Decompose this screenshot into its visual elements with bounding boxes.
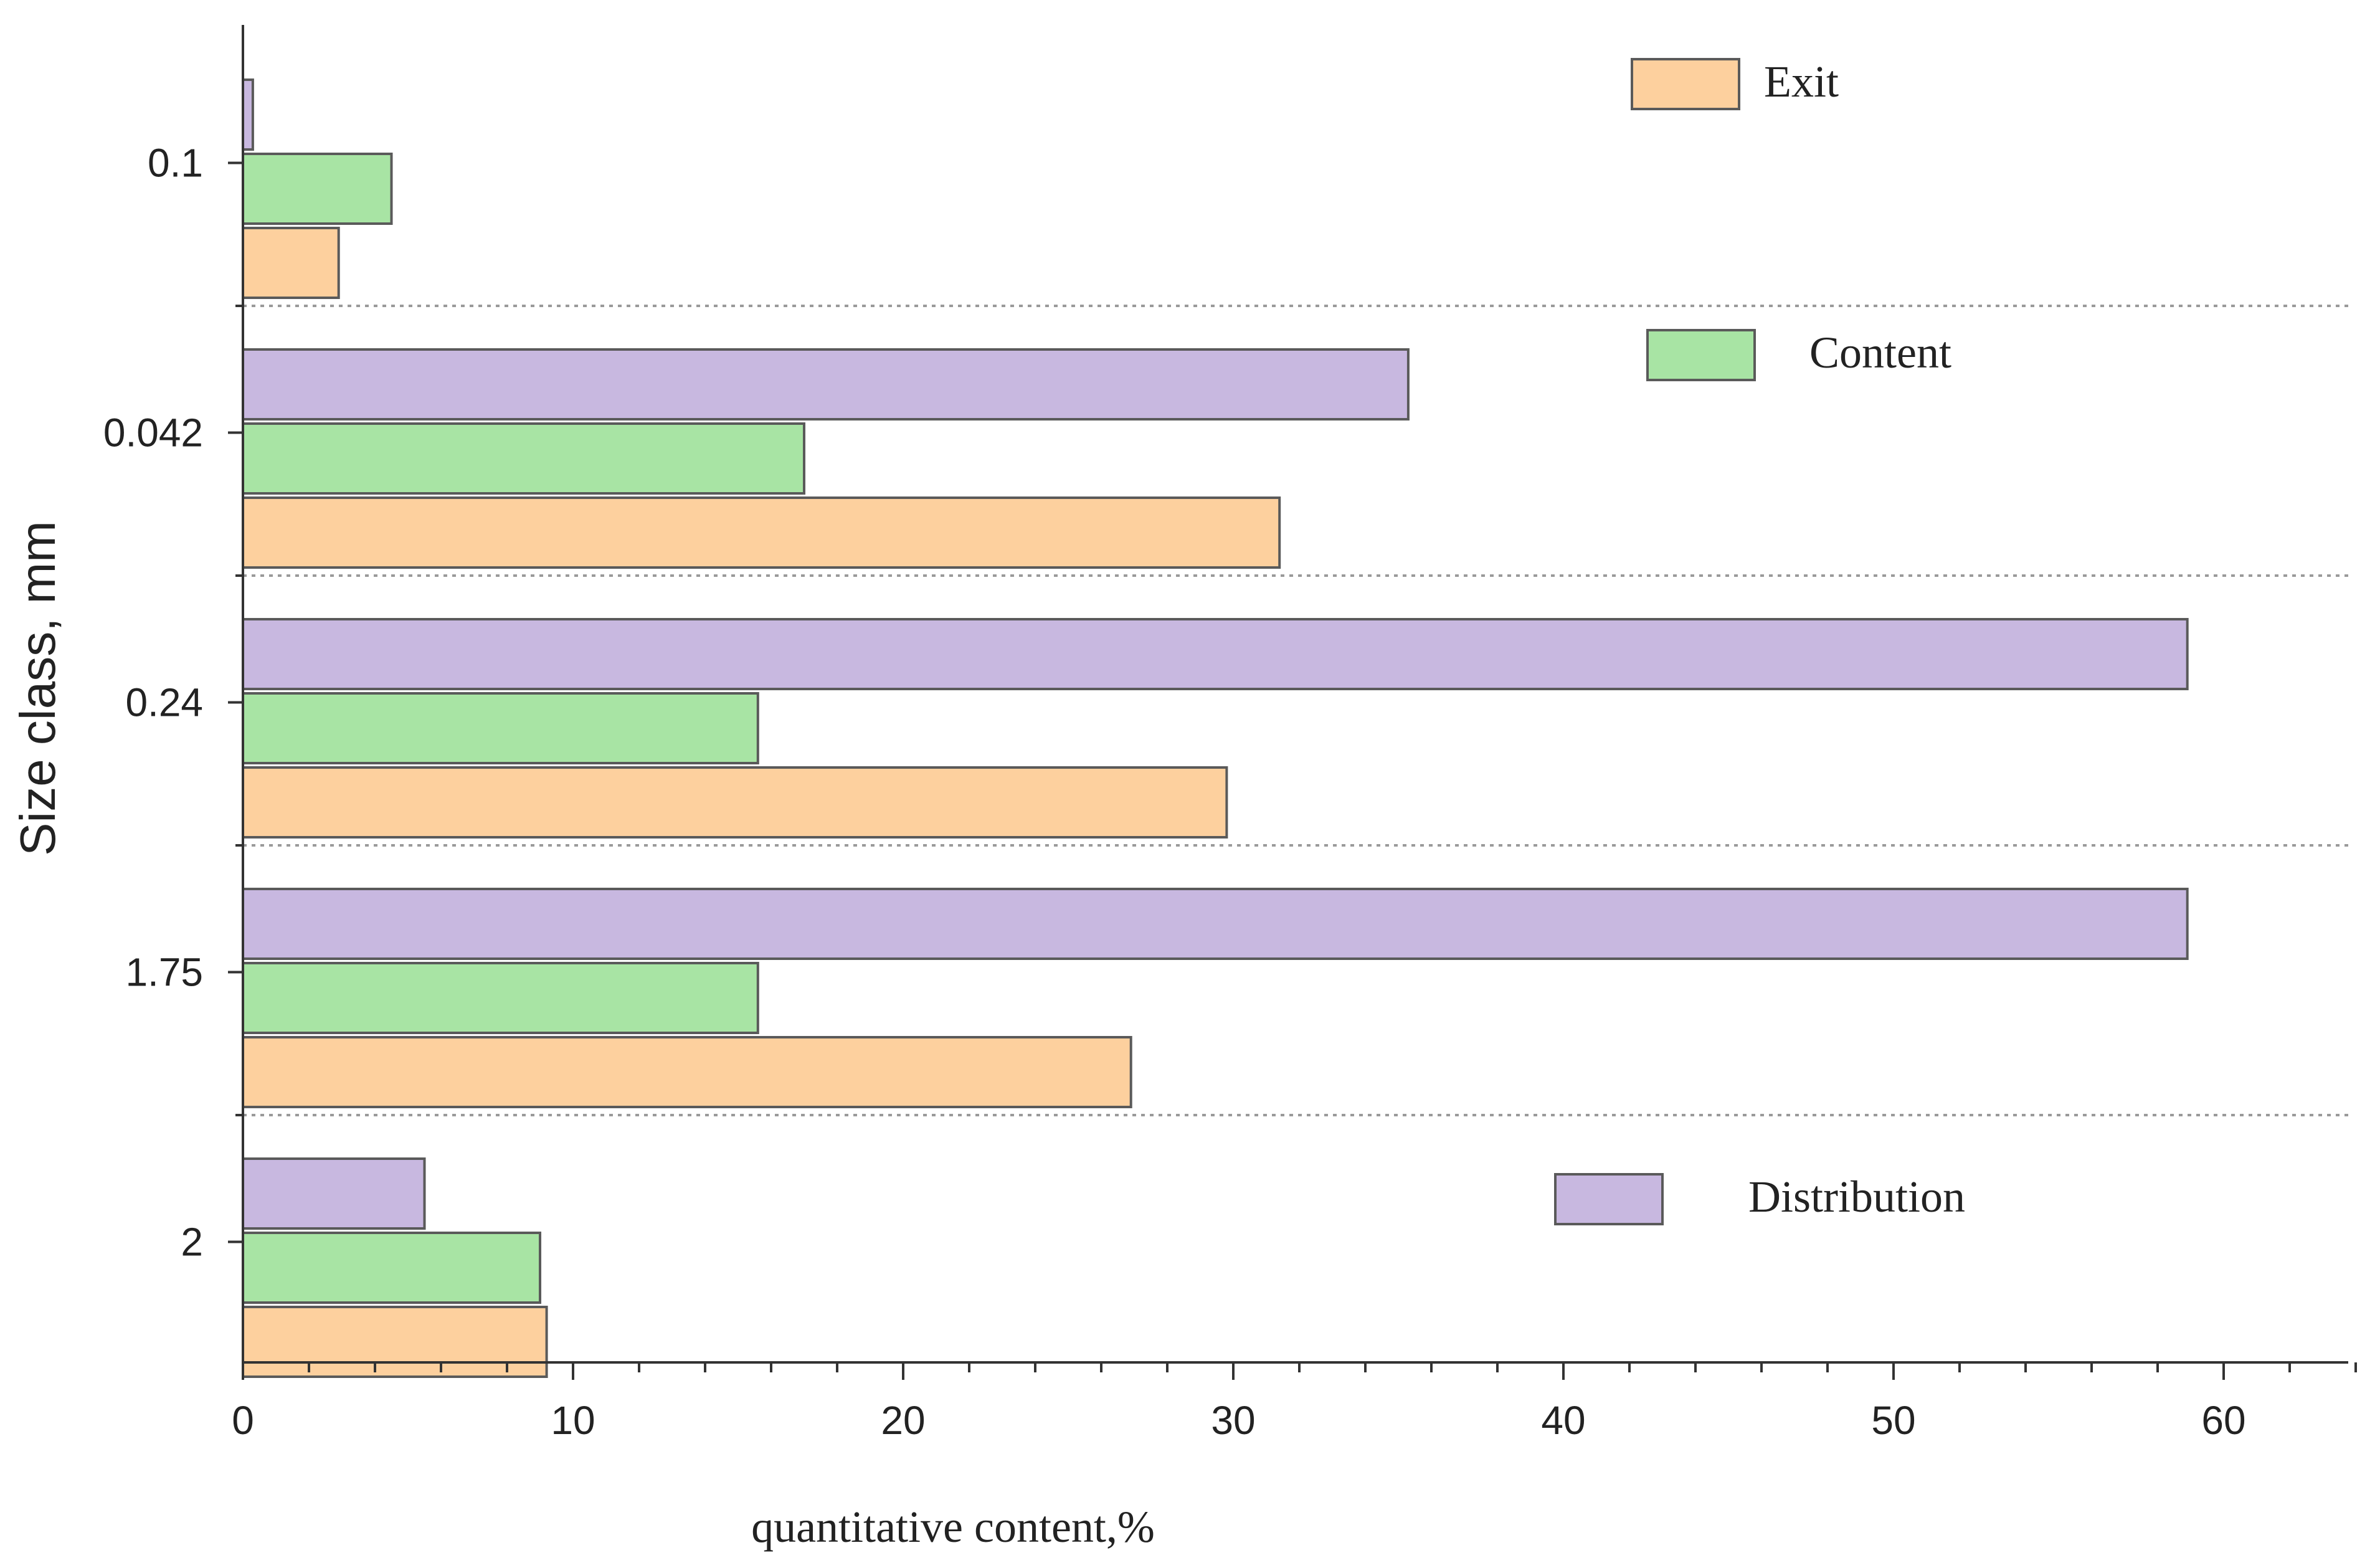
y-tick-label: 0.24 — [125, 680, 203, 725]
legend-label-distribution: Distribution — [1748, 1172, 1965, 1222]
bar-content — [242, 1232, 541, 1304]
bar-exit — [242, 1036, 1132, 1108]
x-tick-label: 20 — [881, 1398, 925, 1443]
legend-swatch-content — [1646, 329, 1756, 381]
y-tick-label: 0.1 — [148, 141, 203, 186]
bar-distribution — [242, 78, 254, 151]
x-ticks: 0 10 20 30 40 50 60 — [232, 1362, 2357, 1443]
x-tick-label: 0 — [232, 1398, 254, 1443]
grid-lines — [243, 305, 2348, 1116]
y-tick-label: 1.75 — [125, 950, 203, 995]
x-tick-label: 50 — [1871, 1398, 1915, 1443]
x-tick-label: 30 — [1211, 1398, 1255, 1443]
bar-distribution — [242, 888, 2189, 960]
legend-swatch-distribution — [1554, 1173, 1664, 1225]
legend-swatch-exit — [1631, 58, 1740, 110]
legend-label-exit: Exit — [1764, 57, 1839, 107]
bars — [242, 78, 2189, 1378]
bar-exit — [242, 766, 1228, 839]
bar-exit — [242, 1306, 548, 1378]
x-tick-label: 10 — [551, 1398, 595, 1443]
bar-content — [242, 153, 393, 225]
legend-label-content: Content — [1809, 328, 1951, 378]
bar-exit — [242, 227, 340, 299]
bar-content — [242, 422, 805, 495]
y-axis-title: Size class, mm — [10, 521, 65, 856]
bar-distribution — [242, 348, 1410, 420]
x-axis-title: quantitative content,% — [751, 1502, 1155, 1552]
x-tick-label: 40 — [1541, 1398, 1585, 1443]
y-tick-label: 0.042 — [103, 411, 203, 455]
bar-content — [242, 692, 759, 764]
y-ticks: 0.1 0.042 0.24 1.75 2 — [103, 141, 243, 1265]
bar-distribution — [242, 618, 2189, 690]
axes — [242, 25, 2348, 1364]
bar-exit — [242, 496, 1281, 569]
bar-distribution — [242, 1157, 426, 1230]
x-tick-label: 60 — [2201, 1398, 2245, 1443]
y-tick-label: 2 — [181, 1220, 203, 1265]
bar-content — [242, 962, 759, 1034]
legend: Exit Content Distribution — [1554, 57, 1965, 1225]
